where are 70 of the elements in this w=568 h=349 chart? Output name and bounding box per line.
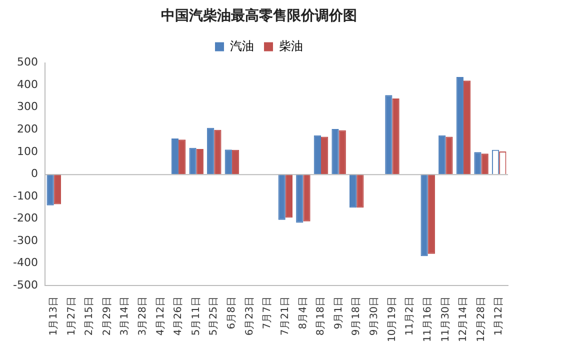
bar <box>321 136 328 174</box>
x-tick-label: 9月1日 <box>333 296 344 330</box>
bar <box>189 148 196 174</box>
y-tick-label: -200 <box>12 212 38 225</box>
bar <box>428 174 435 254</box>
y-tick-label: -500 <box>12 278 38 292</box>
x-tick-label: 4月26日 <box>173 296 184 336</box>
bar <box>214 130 222 174</box>
x-tick-label: 1月13日 <box>48 296 60 336</box>
x-tick-label: 2月15日 <box>84 296 96 336</box>
x-tick-label: 8月4日 <box>298 296 309 330</box>
bar <box>481 154 488 174</box>
y-tick-label: 300 <box>16 100 38 114</box>
x-tick-label: 11月16日 <box>422 296 434 342</box>
y-tick-label: 200 <box>16 122 38 136</box>
bar <box>438 135 446 174</box>
bar <box>356 174 364 208</box>
bar <box>474 152 482 174</box>
x-tick-label: 1月27日 <box>66 296 78 336</box>
x-tick-label: 4月12日 <box>155 296 166 336</box>
bar <box>296 174 304 223</box>
x-tick-label: 3月14日 <box>120 296 131 336</box>
bar <box>332 128 339 174</box>
x-tick-label: 11月30日 <box>440 296 452 342</box>
x-tick-label: 12月28日 <box>476 296 487 342</box>
y-tick-label: 500 <box>16 56 38 69</box>
x-tick-label: 7月21日 <box>280 296 291 336</box>
bar <box>46 174 54 206</box>
x-tick-label: 6月23日 <box>244 296 256 336</box>
y-tick-label: 0 <box>30 167 38 180</box>
y-tick-label: -100 <box>12 189 38 202</box>
x-tick-label: 12月14日 <box>458 296 470 342</box>
bar <box>446 136 453 174</box>
bar <box>420 174 428 256</box>
x-tick-label: 10月19日 <box>386 296 398 342</box>
x-tick-label: 9月18日 <box>351 296 362 336</box>
y-tick-label: 400 <box>16 78 38 91</box>
bar <box>278 174 286 220</box>
bar <box>463 80 471 174</box>
bar <box>350 174 357 208</box>
legend-label: 汽油 <box>230 38 254 53</box>
bar <box>392 98 400 174</box>
bar <box>54 174 61 204</box>
y-tick-label: -400 <box>12 256 38 270</box>
bar <box>232 150 240 174</box>
x-tick-label: 11月2日 <box>404 296 416 336</box>
x-tick-label: 1月12日 <box>494 296 505 336</box>
x-tick-label: 6月8日 <box>226 296 238 330</box>
x-tick-label: 8月18日 <box>316 296 327 336</box>
bar <box>224 150 232 174</box>
bar <box>385 95 392 174</box>
bar <box>285 174 293 218</box>
bar <box>338 130 346 174</box>
bar <box>314 135 322 174</box>
chart-title: 中国汽柴油最高零售限价调价图 <box>161 7 357 24</box>
bar <box>171 138 179 174</box>
x-tick-label: 5月11日 <box>190 296 202 336</box>
y-tick-label: 100 <box>16 144 38 158</box>
legend-label: 柴油 <box>279 38 303 53</box>
bar <box>207 128 214 174</box>
bar <box>303 174 310 222</box>
y-tick-label: -300 <box>12 234 38 247</box>
x-tick-label: 5月25日 <box>208 296 220 336</box>
bar <box>178 140 186 174</box>
x-tick-label: 7月7日 <box>262 296 274 330</box>
bar <box>196 149 204 174</box>
x-tick-label: 2月29日 <box>102 296 113 336</box>
bar <box>456 77 464 174</box>
x-tick-label: 3月28日 <box>138 296 149 336</box>
x-tick-label: 9月30日 <box>369 296 380 336</box>
